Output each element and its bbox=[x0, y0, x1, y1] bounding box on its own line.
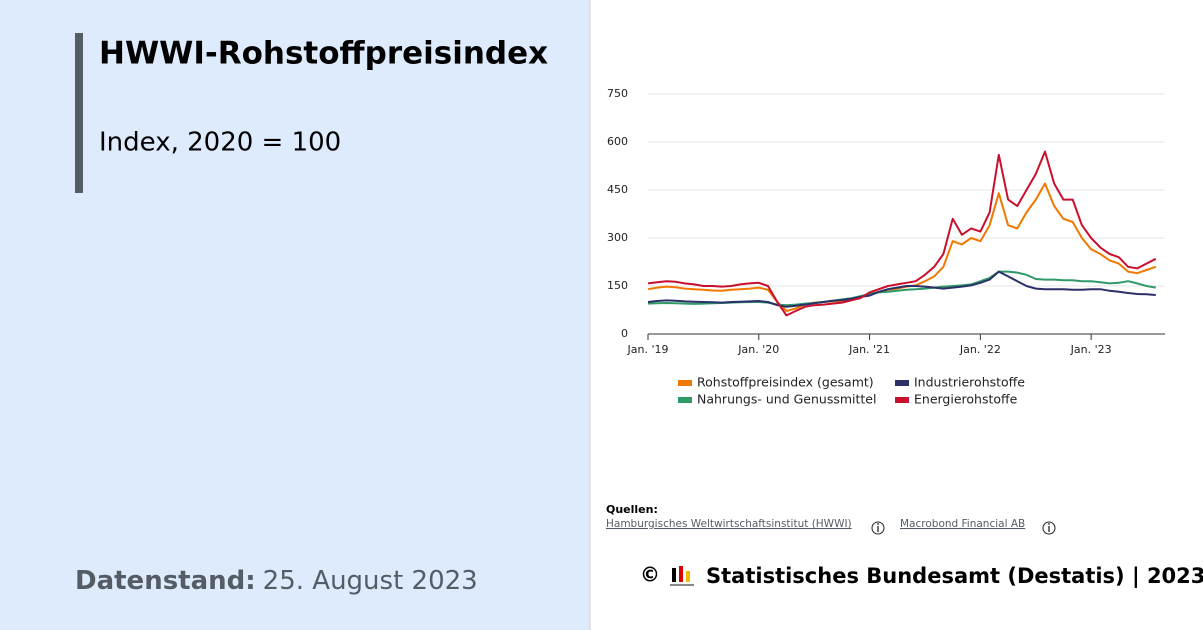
y-tick-label: 0 bbox=[621, 327, 628, 340]
datenstand-label: Datenstand: bbox=[75, 566, 256, 596]
x-tick-label: Jan. '21 bbox=[848, 343, 890, 356]
sources-label: Quellen: bbox=[606, 503, 658, 516]
datenstand: Datenstand: 25. August 2023 bbox=[75, 566, 478, 596]
logo bbox=[670, 566, 694, 586]
y-tick-label: 750 bbox=[607, 87, 628, 100]
legend-label: Nahrungs- und Genussmittel bbox=[697, 392, 876, 407]
legend-swatch bbox=[895, 380, 909, 386]
right-panel bbox=[590, 0, 1203, 630]
info-icon[interactable] bbox=[871, 521, 885, 535]
source-link[interactable]: Hamburgisches Weltwirtschaftsinstitut (H… bbox=[606, 518, 852, 530]
x-tick-label: Jan. '19 bbox=[627, 343, 669, 356]
title: HWWI-Rohstoffpreisindex bbox=[99, 36, 548, 72]
legend-label: Rohstoffpreisindex (gesamt) bbox=[697, 375, 874, 390]
copyright: © bbox=[640, 563, 660, 587]
y-tick-label: 300 bbox=[607, 231, 628, 244]
source-link[interactable]: Macrobond Financial AB bbox=[900, 518, 1025, 530]
y-tick-label: 450 bbox=[607, 183, 628, 196]
accent-bar bbox=[75, 33, 83, 193]
legend-swatch bbox=[678, 380, 692, 386]
footer-text: Statistisches Bundesamt (Destatis) | 202… bbox=[706, 564, 1203, 589]
series-line bbox=[647, 150, 1157, 317]
legend-swatch bbox=[678, 397, 692, 403]
legend-label: Industrierohstoffe bbox=[914, 375, 1025, 390]
subtitle: Index, 2020 = 100 bbox=[99, 128, 341, 158]
x-tick-label: Jan. '20 bbox=[737, 343, 779, 356]
series-line bbox=[647, 270, 1156, 308]
legend-swatch bbox=[895, 397, 909, 403]
x-tick-label: Jan. '23 bbox=[1070, 343, 1112, 356]
datenstand-value: 25. August 2023 bbox=[263, 566, 478, 596]
legend-label: Energierohstoffe bbox=[914, 392, 1018, 407]
x-tick-label: Jan. '22 bbox=[959, 343, 1001, 356]
y-tick-label: 600 bbox=[607, 135, 628, 148]
y-tick-label: 150 bbox=[607, 279, 628, 292]
chart: 0 150 300 450 600 750 Jan. '19 Jan. '20 Jan. '21… bbox=[607, 87, 1165, 407]
info-icon[interactable] bbox=[1042, 521, 1056, 535]
left-panel bbox=[0, 0, 590, 630]
